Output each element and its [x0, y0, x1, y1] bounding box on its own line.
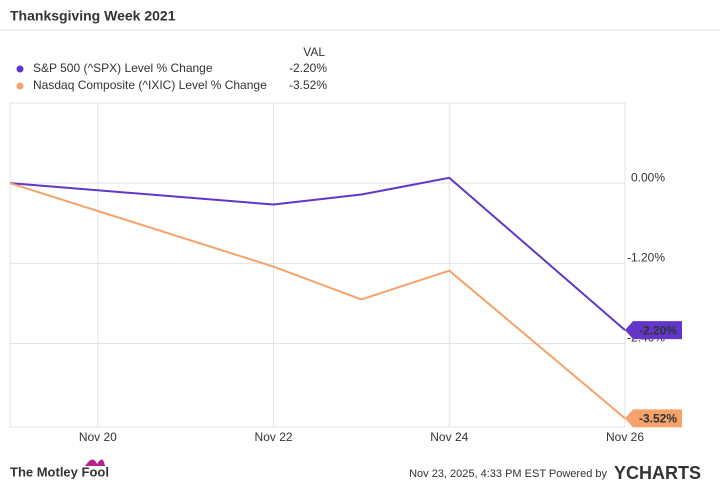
timestamp: Nov 23, 2025, 4:33 PM EST Powered by: [409, 468, 607, 480]
plot-frame: [9, 102, 626, 428]
legend-marker: [16, 82, 24, 90]
y-tick-label: -1.20%: [627, 251, 665, 265]
x-tick-label: Nov 24: [430, 430, 468, 444]
legend-value: -3.52%: [289, 78, 327, 92]
legend-label: S&P 500 (^SPX) Level % Change: [33, 61, 213, 75]
legend-marker: [16, 65, 24, 73]
x-tick-label: Nov 20: [79, 430, 117, 444]
brand-logo: [85, 459, 105, 466]
end-label: -3.52%: [639, 411, 677, 425]
chart-title: Thanksgiving Week 2021: [10, 8, 176, 24]
legend-header: VAL: [303, 45, 325, 59]
x-tick-label: Nov 26: [606, 430, 644, 444]
legend-label: Nasdaq Composite (^IXIC) Level % Change: [33, 78, 267, 92]
x-tick-label: Nov 22: [255, 430, 293, 444]
line: [9, 176, 626, 331]
end-flag: [625, 409, 682, 428]
y-tick-label: 0.00%: [631, 170, 665, 184]
legend-value: -2.20%: [289, 61, 327, 75]
end-label: -2.20%: [639, 323, 677, 337]
brand: The Motley Fool: [10, 464, 109, 479]
line: [9, 182, 626, 420]
end-flag: [625, 321, 682, 340]
provider-logo: YCHARTS: [614, 463, 701, 483]
